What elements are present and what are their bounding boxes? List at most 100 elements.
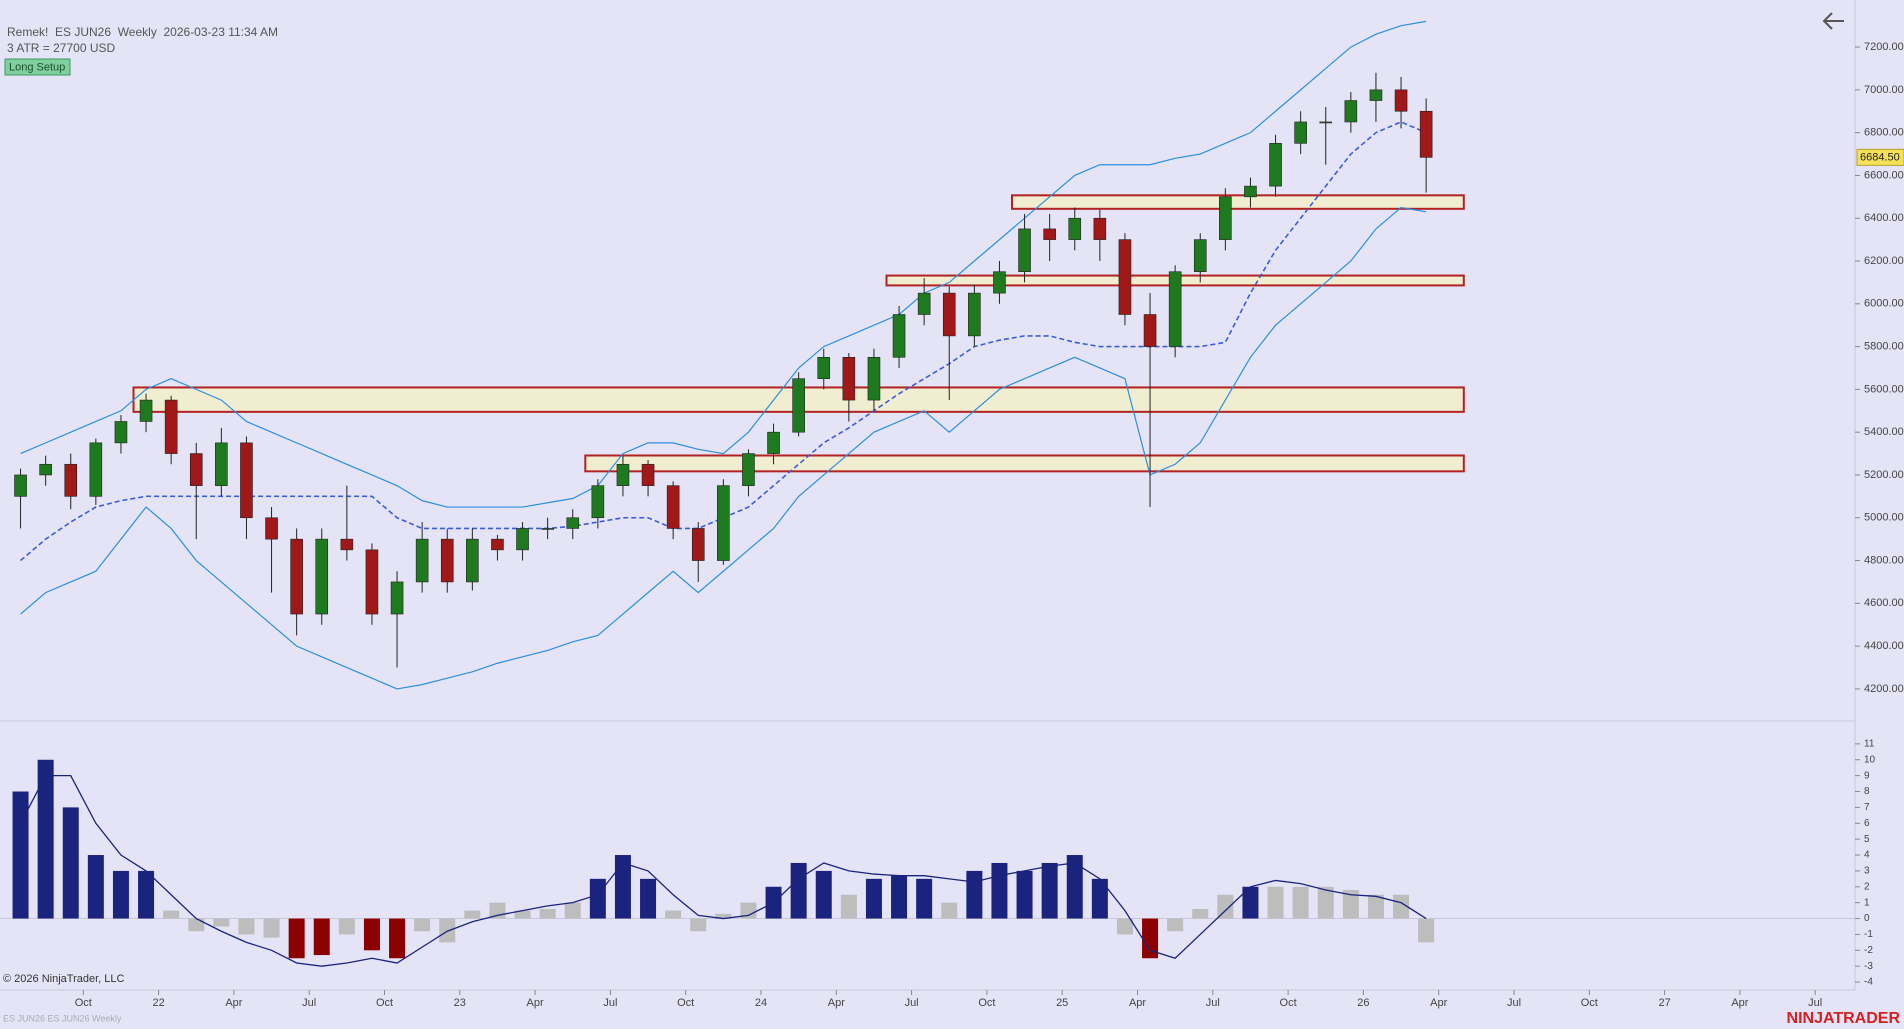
- support-zone: [1011, 194, 1465, 210]
- histogram-bar: [840, 894, 857, 919]
- x-tick-label: 27: [1658, 997, 1670, 1009]
- brand-logo: NINJATRADER: [1787, 1010, 1901, 1027]
- histogram-bar: [188, 918, 205, 932]
- x-tick-label: Jul: [1808, 997, 1822, 1009]
- y-tick-label: 4: [1864, 850, 1870, 861]
- instrument-label: ES JUN26 ES JUN26 Weekly: [3, 1013, 122, 1023]
- histogram-bar: [464, 910, 481, 919]
- x-tick-label: Apr: [1731, 997, 1748, 1009]
- candle-body: [189, 453, 203, 486]
- histogram-bar: [439, 918, 456, 943]
- candle-body: [114, 421, 128, 444]
- candle-body: [867, 356, 881, 401]
- histogram-bar: [1367, 894, 1384, 919]
- x-tick-label: Apr: [225, 997, 242, 1009]
- x-tick-label: 23: [454, 997, 466, 1009]
- x-tick-label: Oct: [1581, 997, 1598, 1009]
- candle-body: [817, 356, 831, 379]
- candle-body: [1369, 89, 1383, 101]
- y-tick-label: 1: [1864, 897, 1870, 908]
- histogram-bar: [966, 870, 983, 919]
- x-tick-label: Jul: [905, 997, 919, 1009]
- y-tick-label: 0: [1864, 913, 1870, 924]
- histogram-bar: [815, 870, 832, 919]
- band-line: [20, 206, 1427, 690]
- copyright: © 2026 NinjaTrader, LLC: [3, 973, 124, 985]
- histogram-bar: [1217, 894, 1234, 919]
- histogram-bar: [589, 878, 606, 919]
- candle-body: [139, 399, 153, 422]
- histogram-bar: [1292, 886, 1309, 919]
- y-tick-label: 5800.00: [1864, 340, 1904, 352]
- y-tick-label: 7000.00: [1864, 84, 1904, 96]
- histogram-bar: [363, 918, 380, 951]
- histogram-bar: [1091, 878, 1108, 919]
- candle-body: [365, 549, 379, 615]
- candle-body: [742, 453, 755, 486]
- candle-body: [1193, 239, 1207, 273]
- band-line: [20, 20, 1427, 508]
- candle-body: [290, 538, 303, 615]
- candle-body: [491, 538, 504, 551]
- y-tick-label: 5400.00: [1864, 426, 1904, 438]
- histogram-bar: [1242, 886, 1259, 919]
- histogram-bar: [138, 870, 155, 919]
- histogram-bar: [112, 870, 129, 919]
- candle-body: [1219, 196, 1232, 240]
- x-tick-label: 25: [1056, 997, 1068, 1009]
- candle-body: [215, 442, 228, 486]
- signal-line: [19, 774, 1427, 967]
- candle-body: [1168, 271, 1182, 347]
- candle-body: [516, 528, 529, 551]
- histogram-bar: [564, 902, 581, 919]
- badge-box: [4, 58, 71, 76]
- x-tick-label: Oct: [677, 997, 694, 1009]
- histogram-bar: [1116, 918, 1133, 935]
- histogram-bar: [891, 875, 908, 919]
- y-tick-label: 3: [1864, 866, 1870, 877]
- y-tick-label: 4400.00: [1864, 640, 1904, 652]
- candle-body: [917, 292, 931, 315]
- x-tick-label: Apr: [527, 997, 544, 1009]
- candle-body: [616, 463, 630, 486]
- x-tick-label: Oct: [75, 997, 92, 1009]
- candle-body: [691, 528, 705, 561]
- candle-body: [1244, 185, 1257, 198]
- last-price-tag: [1856, 148, 1904, 166]
- candle-body: [666, 485, 680, 529]
- histogram-bar: [87, 855, 104, 919]
- candle-body: [89, 442, 103, 497]
- candle-body: [1269, 143, 1282, 187]
- last-price-label: 6684.50: [1860, 151, 1900, 163]
- x-tick-label: Oct: [978, 997, 995, 1009]
- histogram-bar: [916, 878, 933, 919]
- candle-body: [1043, 228, 1056, 240]
- x-tick-label: Oct: [1280, 997, 1297, 1009]
- histogram-bar: [338, 918, 355, 935]
- histogram-bar: [313, 918, 330, 956]
- histogram-bar: [1066, 855, 1083, 919]
- candle-body: [1068, 217, 1082, 240]
- y-tick-label: 5: [1864, 834, 1870, 845]
- candle-body: [1294, 121, 1307, 144]
- candle-body: [767, 431, 780, 454]
- y-tick-label: 11: [1864, 739, 1875, 750]
- histogram-bar: [1142, 918, 1159, 959]
- histogram-bar: [1192, 909, 1209, 919]
- candle-body: [892, 314, 906, 358]
- candle-body: [466, 538, 479, 583]
- y-tick-label: 6800.00: [1864, 127, 1904, 139]
- candle-body: [1018, 228, 1031, 273]
- histogram-bar: [614, 855, 631, 919]
- x-tick-label: 22: [152, 997, 164, 1009]
- back-arrow[interactable]: [1822, 12, 1844, 30]
- histogram-bar: [389, 918, 406, 959]
- y-tick-label: 5600.00: [1864, 383, 1904, 395]
- y-tick-label: 4600.00: [1864, 597, 1904, 609]
- histogram-bar: [414, 918, 431, 932]
- candle-body: [415, 538, 429, 583]
- candle-body: [541, 528, 554, 530]
- candle-body: [1344, 100, 1358, 123]
